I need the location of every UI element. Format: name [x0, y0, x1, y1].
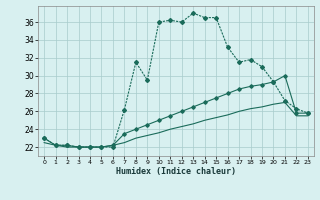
X-axis label: Humidex (Indice chaleur): Humidex (Indice chaleur)	[116, 167, 236, 176]
